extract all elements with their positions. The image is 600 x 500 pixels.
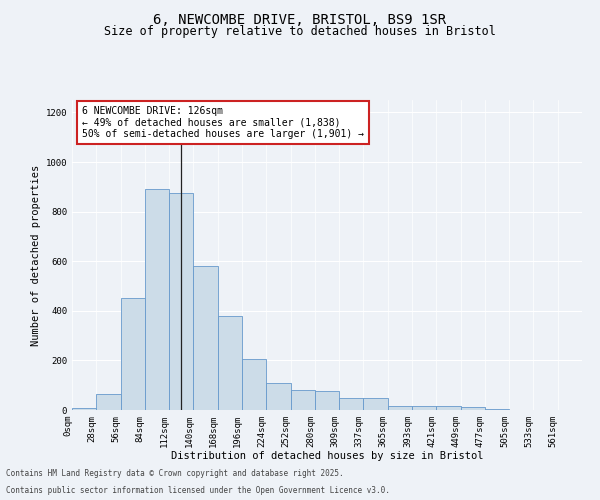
Bar (96, 394, 121, 410)
Bar (290, 390, 315, 410)
Bar (121, 298, 145, 410)
Y-axis label: Number of detached properties: Number of detached properties (31, 164, 41, 346)
Bar (218, 316, 242, 410)
Bar (266, 382, 290, 410)
Text: 6 NEWCOMBE DRIVE: 126sqm
← 49% of detached houses are smaller (1,838)
50% of sem: 6 NEWCOMBE DRIVE: 126sqm ← 49% of detach… (82, 106, 364, 140)
Bar (315, 392, 339, 410)
Bar (145, 190, 169, 410)
Text: Contains HM Land Registry data © Crown copyright and database right 2025.: Contains HM Land Registry data © Crown c… (6, 468, 344, 477)
Bar (242, 359, 266, 410)
Bar (412, 406, 436, 410)
Bar (436, 406, 461, 410)
Bar (72, 408, 96, 410)
Bar (388, 406, 412, 410)
Bar (339, 398, 364, 410)
Bar (169, 193, 193, 410)
Text: Contains public sector information licensed under the Open Government Licence v3: Contains public sector information licen… (6, 486, 390, 495)
Bar (461, 407, 485, 410)
Text: 6, NEWCOMBE DRIVE, BRISTOL, BS9 1SR: 6, NEWCOMBE DRIVE, BRISTOL, BS9 1SR (154, 12, 446, 26)
X-axis label: Distribution of detached houses by size in Bristol: Distribution of detached houses by size … (171, 452, 483, 462)
Bar (193, 266, 218, 410)
Text: Size of property relative to detached houses in Bristol: Size of property relative to detached ho… (104, 25, 496, 38)
Bar (364, 398, 388, 410)
